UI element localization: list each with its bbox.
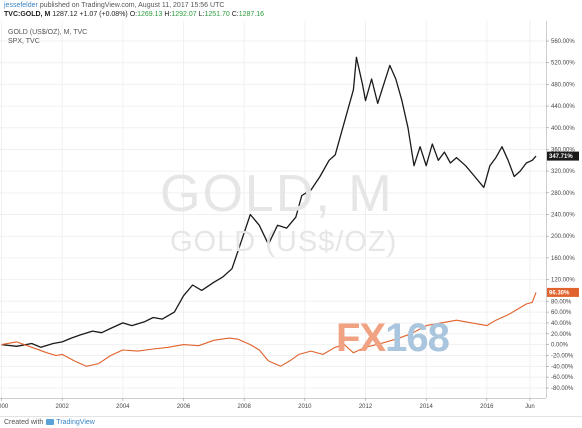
y-tick-label: 60.00% bbox=[551, 310, 572, 316]
chart-area[interactable]: -80.00% -60.00% -40.00% -20.00% 0.00% 20.00% 4… bbox=[0, 21, 582, 416]
x-tick-label: 2016 bbox=[480, 404, 494, 410]
symbol-quote-bar: TVC:GOLD, M 1287.12 +1.07 (+0.08%) O:126… bbox=[4, 10, 264, 19]
low-value: 1251.70 bbox=[204, 11, 230, 18]
x-tick-label: 2014 bbox=[420, 404, 434, 410]
y-tick-label: 0.00% bbox=[551, 343, 569, 349]
y-tick-label: 280.00% bbox=[551, 191, 575, 197]
y-tick-label: 320.00% bbox=[551, 169, 575, 175]
y-tick-label: 120.00% bbox=[551, 278, 575, 284]
y-tick-label: 160.00% bbox=[551, 256, 575, 262]
y-tick-label: 20.00% bbox=[551, 332, 572, 338]
x-tick-label: 2000 bbox=[0, 404, 9, 410]
spx-last-value-label: 96.30% bbox=[549, 290, 570, 296]
y-tick-label: -80.00% bbox=[551, 386, 574, 392]
gold-last-value-label: 347.71% bbox=[549, 154, 573, 160]
y-tick-label: 480.00% bbox=[551, 82, 575, 88]
y-tick-label: 440.00% bbox=[551, 104, 575, 110]
fx-logo-text: FX bbox=[336, 316, 386, 360]
y-tick-label: 80.00% bbox=[551, 299, 572, 305]
fx-logo-number: 168 bbox=[385, 316, 450, 360]
chart-svg[interactable]: -80.00% -60.00% -40.00% -20.00% 0.00% 20.00% 4… bbox=[0, 21, 582, 416]
x-tick-label: 2008 bbox=[238, 404, 252, 410]
y-tick-label: -40.00% bbox=[551, 364, 574, 370]
x-tick-label: Jun bbox=[525, 404, 535, 410]
legend-spx[interactable]: SPX, TVC bbox=[8, 38, 40, 45]
symbol-label: TVC:GOLD, M bbox=[4, 11, 51, 18]
spx-last-value-tag bbox=[547, 287, 579, 297]
close-label: C: bbox=[231, 11, 239, 18]
gold-series-line bbox=[1, 56, 537, 348]
gold-last-value-tag bbox=[547, 151, 579, 161]
high-value: 1292.07 bbox=[171, 11, 197, 18]
y-tick-label: 360.00% bbox=[551, 147, 575, 153]
x-tick-label: 2006 bbox=[177, 404, 191, 410]
grid-layer bbox=[0, 21, 546, 398]
x-tick-label: 2010 bbox=[298, 404, 312, 410]
low-label: L: bbox=[198, 11, 205, 18]
open-value: 1269.13 bbox=[137, 11, 163, 18]
fx168-logo: FX168 bbox=[336, 316, 450, 360]
y-tick-label: -20.00% bbox=[551, 353, 574, 359]
y-tick-label: 520.00% bbox=[551, 61, 575, 67]
y-tick-label: -60.00% bbox=[551, 375, 574, 381]
open-label: O: bbox=[129, 11, 138, 18]
watermark-symbol: GOLD, M bbox=[160, 165, 394, 223]
series-layer bbox=[1, 56, 537, 367]
x-tick-label: 2002 bbox=[56, 404, 70, 410]
y-tick-label: 560.00% bbox=[551, 39, 575, 45]
footer: Created with TradingView bbox=[0, 416, 582, 428]
published-text: published on TradingView.com, August 11,… bbox=[39, 2, 225, 9]
last-price: 1287.12 bbox=[52, 11, 78, 18]
created-with[interactable]: Created with TradingView bbox=[4, 419, 95, 426]
axis-layer: -80.00% -60.00% -40.00% -20.00% 0.00% 20.00% 4… bbox=[0, 21, 582, 410]
close-value: 1287.16 bbox=[238, 11, 265, 18]
y-tick-label: 240.00% bbox=[551, 213, 575, 219]
spx-series-line bbox=[1, 292, 537, 367]
price-scale-background bbox=[546, 21, 582, 398]
legend-gold[interactable]: GOLD (US$/OZ), M, TVC bbox=[8, 29, 88, 36]
tradingview-brand[interactable]: TradingView bbox=[56, 419, 95, 426]
author-link[interactable]: jessefelder bbox=[4, 2, 38, 9]
tradingview-logo-icon bbox=[46, 419, 55, 425]
y-tick-label: 40.00% bbox=[551, 321, 572, 327]
high-label: H: bbox=[164, 11, 172, 18]
x-tick-label: 2004 bbox=[116, 404, 130, 410]
y-tick-label: 400.00% bbox=[551, 126, 575, 132]
price-change: +1.07 (+0.08%) bbox=[79, 11, 128, 18]
publish-info: jessefelder published on TradingView.com… bbox=[4, 1, 224, 10]
y-tick-label: 200.00% bbox=[551, 234, 575, 240]
watermark-description: GOLD (US$/OZ) bbox=[170, 226, 398, 258]
created-with-text: Created with bbox=[4, 419, 44, 426]
x-tick-label: 2012 bbox=[359, 404, 373, 410]
